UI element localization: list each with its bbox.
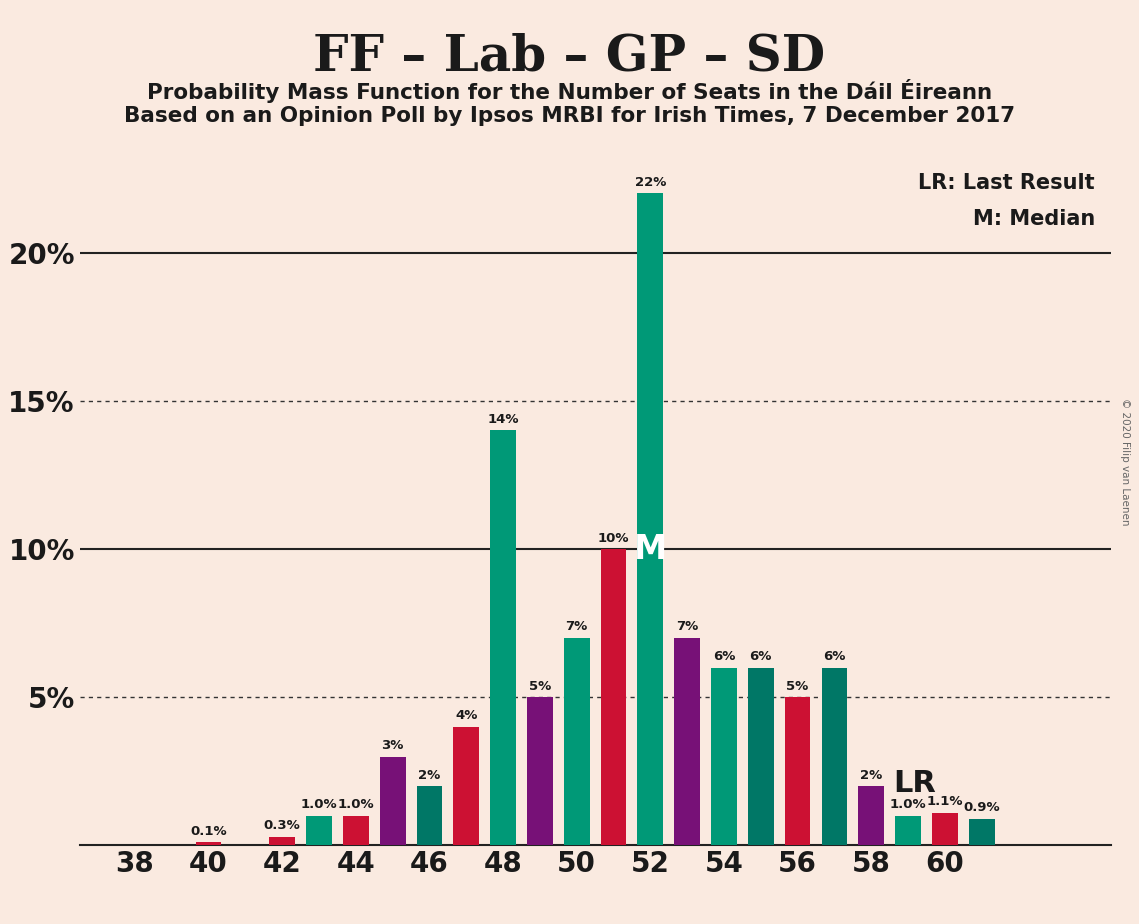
Bar [564,638,590,845]
Text: 6%: 6% [713,650,735,663]
Text: Based on an Opinion Poll by Ipsos MRBI for Irish Times, 7 December 2017: Based on an Opinion Poll by Ipsos MRBI f… [124,106,1015,127]
Text: 7%: 7% [677,621,698,634]
Bar [490,431,516,845]
Text: 0.1%: 0.1% [190,825,227,838]
Text: 7%: 7% [566,621,588,634]
Text: LR: LR [893,769,936,797]
Text: 10%: 10% [598,531,629,544]
Text: 14%: 14% [487,413,519,426]
Text: 3%: 3% [382,739,404,752]
Text: 6%: 6% [823,650,845,663]
Bar [638,193,663,845]
Bar [785,698,811,845]
Bar [453,727,480,845]
Bar [711,667,737,845]
Text: FF – Lab – GP – SD: FF – Lab – GP – SD [313,32,826,81]
Text: 5%: 5% [787,680,809,693]
Bar [895,816,921,845]
Bar [821,667,847,845]
Text: 1.0%: 1.0% [301,798,337,811]
Bar [600,549,626,845]
Bar [343,816,369,845]
Bar [969,819,994,845]
Text: 6%: 6% [749,650,772,663]
Bar [748,667,773,845]
Text: 5%: 5% [528,680,551,693]
Text: 1.1%: 1.1% [927,796,964,808]
Text: 2%: 2% [418,769,441,782]
Text: M: Median: M: Median [973,209,1095,228]
Text: 22%: 22% [634,176,666,188]
Text: © 2020 Filip van Laenen: © 2020 Filip van Laenen [1121,398,1130,526]
Bar [527,698,552,845]
Text: 4%: 4% [456,710,477,723]
Text: 0.3%: 0.3% [264,819,301,833]
Text: Probability Mass Function for the Number of Seats in the Dáil Éireann: Probability Mass Function for the Number… [147,79,992,103]
Bar [379,757,405,845]
Text: 0.9%: 0.9% [964,801,1000,814]
Text: M: M [633,532,667,565]
Bar [859,786,884,845]
Bar [269,836,295,845]
Text: 2%: 2% [860,769,883,782]
Bar [306,816,331,845]
Text: 1.0%: 1.0% [890,798,926,811]
Bar [674,638,700,845]
Text: 1.0%: 1.0% [337,798,374,811]
Text: LR: Last Result: LR: Last Result [918,173,1095,193]
Bar [417,786,442,845]
Bar [196,843,221,845]
Bar [932,813,958,845]
